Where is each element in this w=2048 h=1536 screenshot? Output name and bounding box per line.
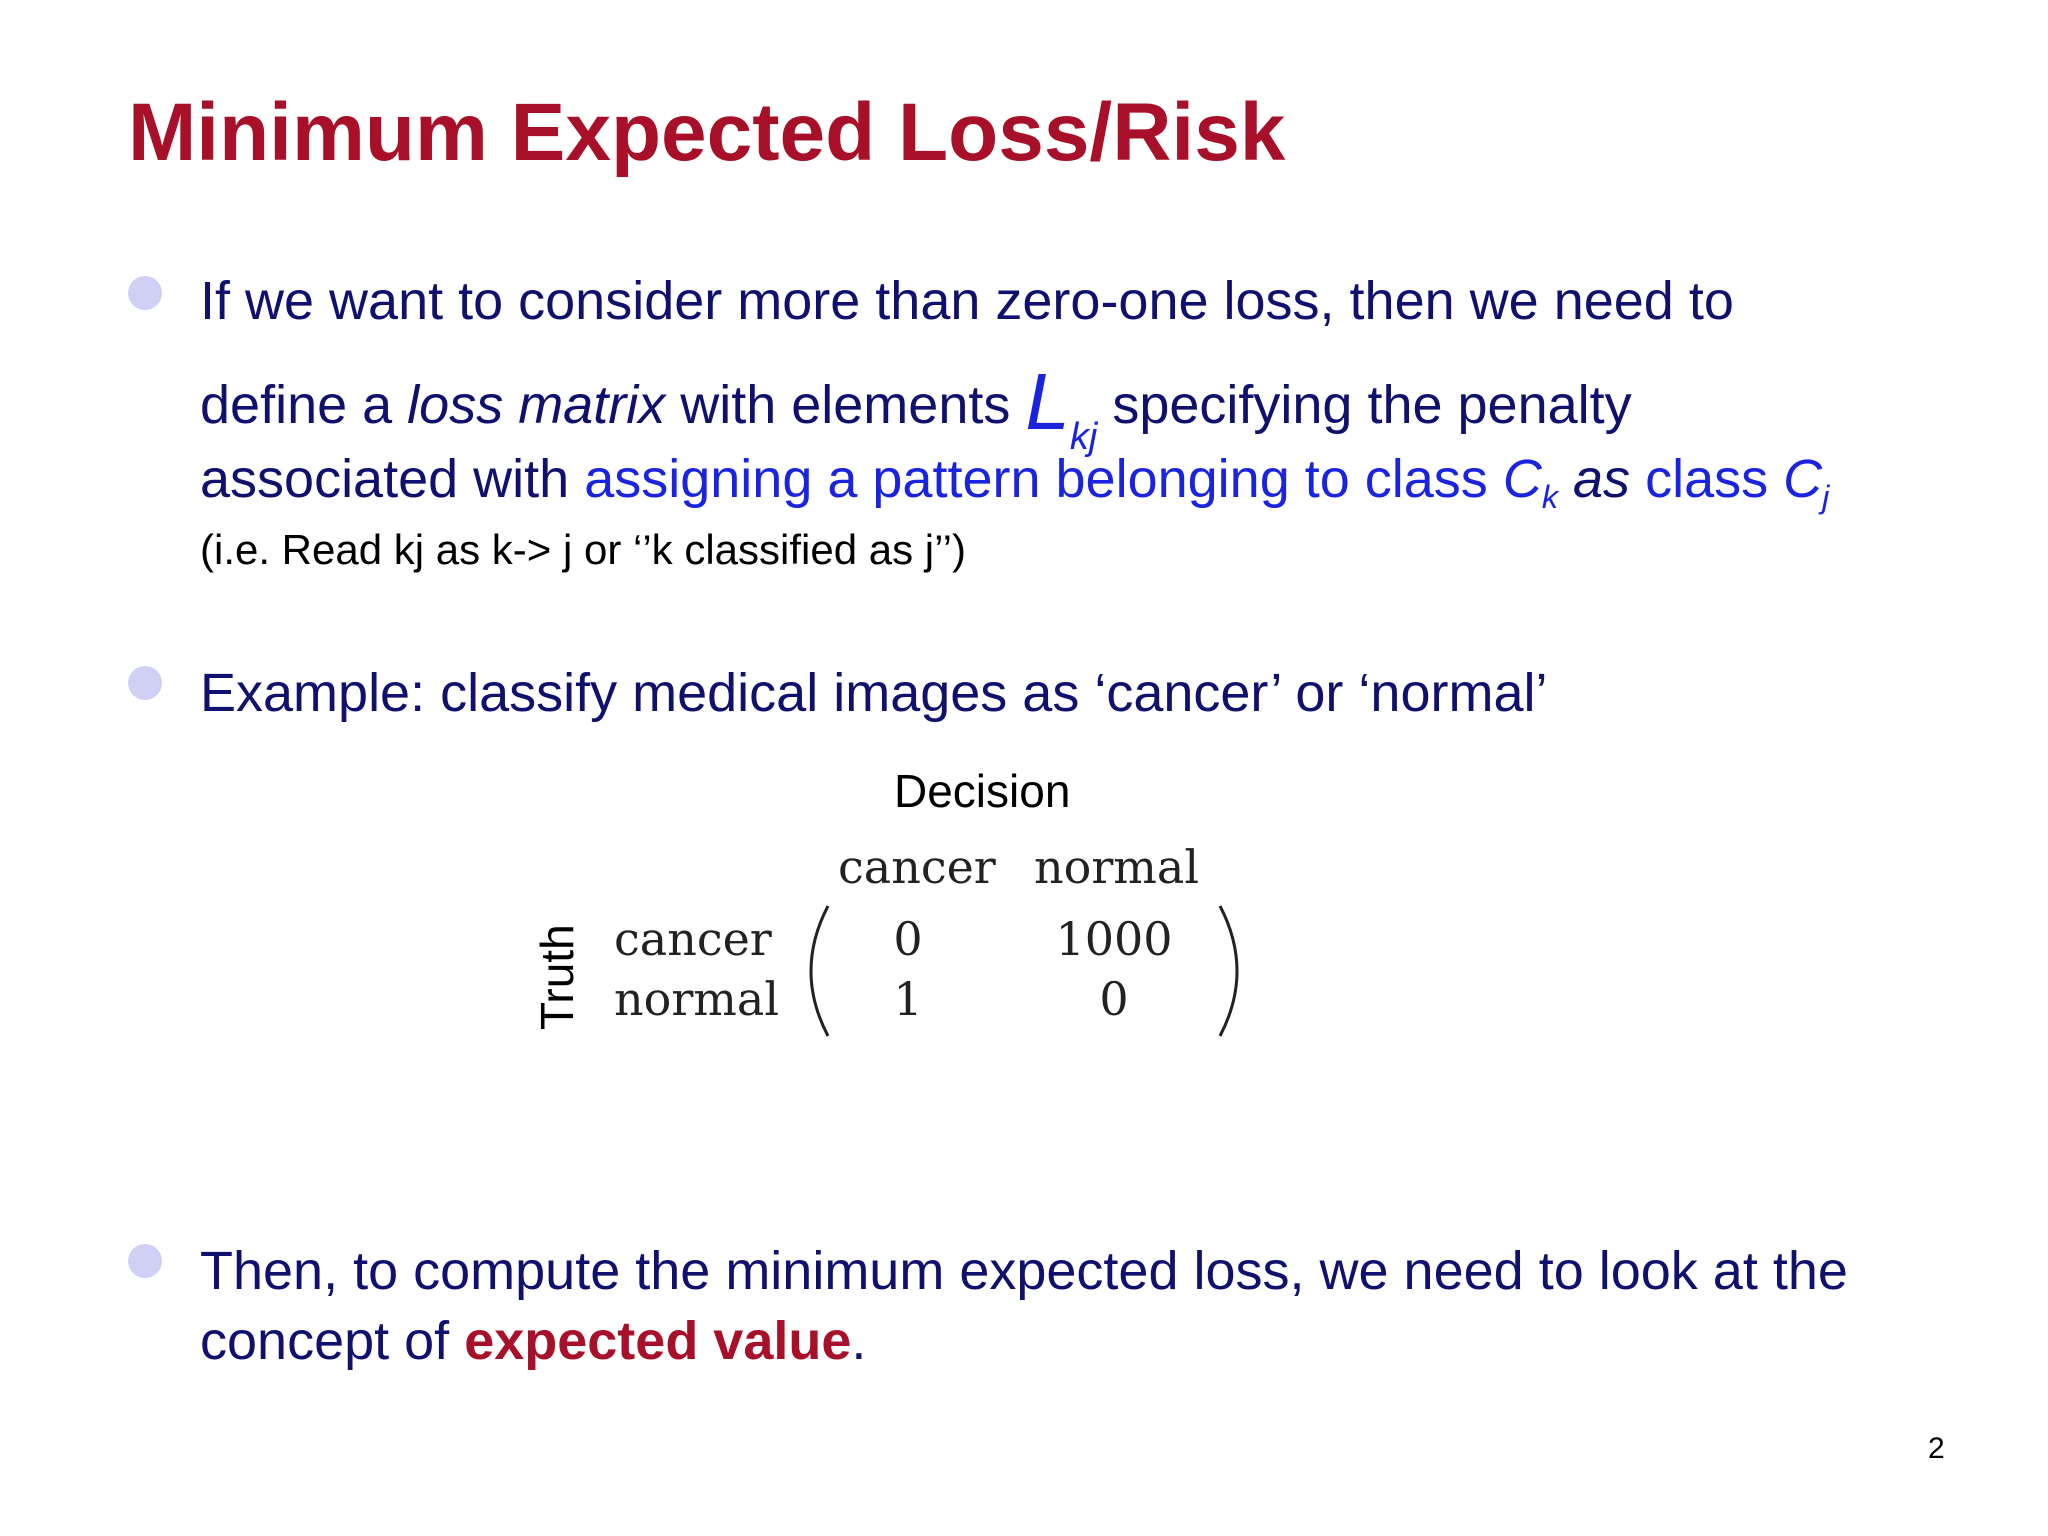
bullet1-line3: associated with assigning a pattern belo… bbox=[200, 449, 1829, 515]
matrix-col-label-normal: normal bbox=[1034, 840, 1200, 894]
loss-symbol-letter: L bbox=[1025, 357, 1070, 446]
matrix-col-label-cancer: cancer bbox=[838, 840, 996, 894]
bullet-dot-icon bbox=[128, 1244, 162, 1278]
bullet3-line2: concept of expected value. bbox=[200, 1311, 867, 1371]
loss-symbol: Lkj bbox=[1025, 357, 1097, 458]
class-ck-letter: C bbox=[1502, 449, 1542, 509]
class-cj-phrase: class Cj bbox=[1630, 449, 1829, 515]
as-word: as bbox=[1558, 449, 1631, 509]
matrix-cell: 0 bbox=[1099, 972, 1129, 1026]
decision-label: Decision bbox=[894, 765, 1071, 817]
loss-symbol-subscript: kj bbox=[1069, 416, 1098, 458]
matrix-row-label-normal: normal bbox=[614, 972, 780, 1026]
matrix-cell: 1000 bbox=[1055, 912, 1173, 966]
matrix-row-label-cancer: cancer bbox=[614, 912, 772, 966]
bullet3-line2-period: . bbox=[851, 1311, 867, 1371]
bullet1-line1: If we want to consider more than zero-on… bbox=[200, 271, 1734, 331]
right-paren-icon bbox=[1218, 905, 1239, 1037]
bullet1-line2-text-c: with elements bbox=[665, 375, 1026, 435]
bullet1-line1-text: If we want to consider more than zero-on… bbox=[200, 271, 1734, 331]
bullet3-line2-text-a: concept of bbox=[200, 1311, 465, 1371]
expected-value-term: expected value bbox=[464, 1311, 852, 1371]
slide-title: Minimum Expected Loss/Risk bbox=[128, 87, 1286, 178]
class-word: class bbox=[1630, 449, 1784, 509]
bullet-dot-icon bbox=[128, 276, 162, 310]
loss-matrix-term: loss matrix bbox=[407, 375, 666, 435]
page-number: 2 bbox=[1928, 1432, 1945, 1465]
bullet1-line2-text-d: specifying the penalty bbox=[1097, 375, 1632, 435]
bullet3-line1: Then, to compute the minimum expected lo… bbox=[200, 1241, 1848, 1301]
bullet2-text: Example: classify medical images as ‘can… bbox=[200, 663, 1548, 723]
truth-label: Truth bbox=[531, 924, 583, 1030]
left-paren-icon bbox=[809, 905, 830, 1037]
class-cj-letter: C bbox=[1783, 449, 1823, 509]
class-ck-subscript: k bbox=[1541, 479, 1559, 516]
matrix-cell: 0 bbox=[893, 912, 923, 966]
assignment-phrase-text: assigning a pattern belonging to class bbox=[584, 449, 1503, 509]
class-cj: Cj bbox=[1783, 449, 1829, 515]
bullet1-line3-text-a: associated with bbox=[200, 449, 585, 509]
class-cj-subscript: j bbox=[1822, 479, 1830, 516]
bullet-dot-icon bbox=[128, 666, 162, 700]
matrix-cell: 1 bbox=[893, 972, 923, 1026]
assignment-phrase: assigning a pattern belonging to class C… bbox=[584, 449, 1558, 515]
bullet1-note: (i.e. Read kj as k-> j or ‘’k classified… bbox=[200, 526, 966, 573]
class-ck: Ck bbox=[1502, 449, 1558, 515]
bullet1-line2-text-a: define a bbox=[200, 375, 408, 435]
bullet1-line2: define a loss matrix with elements Lkj s… bbox=[200, 352, 1632, 458]
